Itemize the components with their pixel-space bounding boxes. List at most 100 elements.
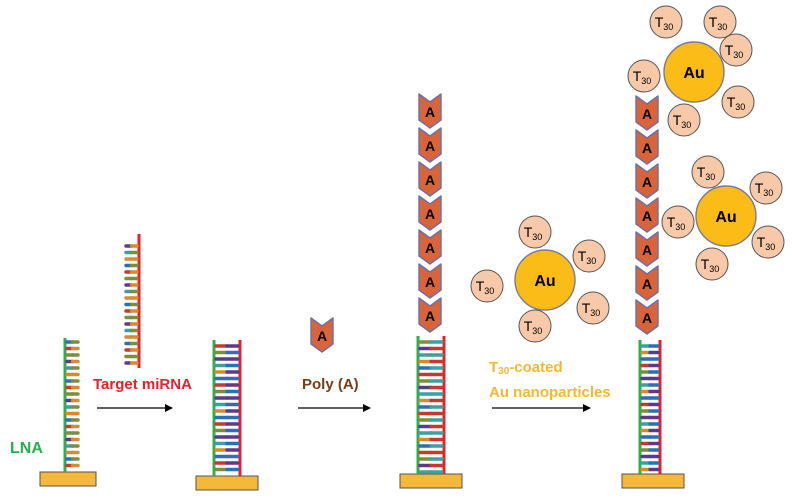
duplex-bases-2 xyxy=(214,344,240,472)
duplex-bases-4 xyxy=(640,344,660,472)
chevron-shape xyxy=(310,317,334,353)
t30-coated-au-nanoparticles-label: T30-coated Au nanoparticles xyxy=(489,357,611,403)
mirna-bases-free xyxy=(124,244,139,365)
poly-a-chevron: A xyxy=(418,161,442,197)
t30-ligand: T30 xyxy=(518,309,552,343)
gold-core xyxy=(663,41,725,103)
ligand-subscript: 30 xyxy=(675,222,685,232)
t30-ligand: T30 xyxy=(691,155,725,189)
poly-a-monomer: A xyxy=(310,317,334,353)
bound-au-nanoparticle-top: Au xyxy=(663,41,725,103)
bound-au-nanoparticle-bottom: Au xyxy=(695,185,757,247)
ligand-subscript: 30 xyxy=(586,256,596,266)
chevron-letter: A xyxy=(425,240,435,256)
ligand-circle xyxy=(649,5,683,39)
t30-ligand: T30 xyxy=(572,239,606,273)
chevron-shape xyxy=(418,127,442,163)
ligand-circle xyxy=(572,239,606,273)
poly-a-chevron: A xyxy=(418,263,442,299)
free-au-nanoparticle: Au xyxy=(514,249,576,311)
ligand-circle xyxy=(661,205,695,239)
ligand-circle xyxy=(695,247,729,281)
poly-a-chevron: A xyxy=(418,127,442,163)
chevron-letter: A xyxy=(642,310,652,326)
chevron-letter: A xyxy=(642,242,652,258)
t30-ligand: T30 xyxy=(518,215,552,249)
duplex-bases-3 xyxy=(418,340,444,474)
poly-a-chevron-bound: A xyxy=(635,265,659,301)
t30-ligand: T30 xyxy=(703,5,737,39)
chevron-letter: A xyxy=(642,174,652,190)
chevron-shape xyxy=(635,95,659,131)
chevron-shape xyxy=(418,229,442,265)
t30-ligand: T30 xyxy=(470,269,504,303)
ligand-circle xyxy=(721,85,755,119)
ligand-circle xyxy=(518,309,552,343)
au-nanoparticles-text: Au nanoparticles xyxy=(489,384,611,401)
ligand-subscript: 30 xyxy=(663,22,673,32)
t30-ligand: T30 xyxy=(721,85,755,119)
chevron-letter: A xyxy=(317,328,327,344)
coated-text: -coated xyxy=(509,359,563,376)
ligand-subscript: 30 xyxy=(709,264,719,274)
t30-ligand: T30 xyxy=(749,171,783,205)
t30-ligand: T30 xyxy=(751,225,785,259)
t30-ligand: T30 xyxy=(695,247,729,281)
chevron-shape xyxy=(418,297,442,333)
ligand-circle xyxy=(518,215,552,249)
poly-a-chevron-bound: A xyxy=(635,163,659,199)
chevron-letter: A xyxy=(642,276,652,292)
lna-label: LNA xyxy=(10,440,43,457)
target-mirna-label: Target miRNA xyxy=(93,376,192,393)
t30-ligand: T30 xyxy=(667,103,701,137)
chevron-letter: A xyxy=(425,104,435,120)
ligand-subscript: 30 xyxy=(733,50,743,60)
ligand-subscript: 30 xyxy=(717,22,727,32)
chevron-letter: A xyxy=(642,208,652,224)
chevron-letter: A xyxy=(425,206,435,222)
chevron-shape xyxy=(635,231,659,267)
ligand-circle xyxy=(719,33,753,67)
surface-1 xyxy=(39,471,97,487)
ligand-circle xyxy=(667,103,701,137)
chevron-shape xyxy=(418,263,442,299)
chevron-shape xyxy=(418,161,442,197)
ligand-circle xyxy=(751,225,785,259)
chevron-shape xyxy=(635,163,659,199)
chevron-shape xyxy=(635,129,659,165)
chevron-shape xyxy=(418,93,442,129)
ligand-subscript: 30 xyxy=(590,308,600,318)
chevron-letter: A xyxy=(642,106,652,122)
surface-4 xyxy=(621,473,685,489)
chevron-shape xyxy=(635,265,659,301)
ligand-subscript: 30 xyxy=(532,232,542,242)
chevron-shape xyxy=(635,197,659,233)
chevron-shape xyxy=(635,299,659,335)
t30-ligand: T30 xyxy=(719,33,753,67)
poly-a-chevron: A xyxy=(418,229,442,265)
poly-a-chevron: A xyxy=(418,297,442,333)
t30-ligand: T30 xyxy=(576,291,610,325)
t30-ligand: T30 xyxy=(661,205,695,239)
chevron-letter: A xyxy=(425,172,435,188)
t30-letter: T xyxy=(489,359,499,376)
poly-a-label: Poly (A) xyxy=(302,376,359,393)
gold-label: Au xyxy=(534,273,555,290)
gold-label: Au xyxy=(683,65,704,82)
chevron-letter: A xyxy=(425,138,435,154)
chevron-letter: A xyxy=(642,140,652,156)
ligand-subscript: 30 xyxy=(765,242,775,252)
ligand-circle xyxy=(749,171,783,205)
t30-subscript: 30 xyxy=(498,366,510,377)
ligand-subscript: 30 xyxy=(735,102,745,112)
ligand-circle xyxy=(470,269,504,303)
poly-a-chevron-bound: A xyxy=(635,231,659,267)
ligand-subscript: 30 xyxy=(763,188,773,198)
ligand-circle xyxy=(691,155,725,189)
poly-a-chevron: A xyxy=(418,93,442,129)
ligand-subscript: 30 xyxy=(532,326,542,336)
chevron-letter: A xyxy=(425,308,435,324)
chevron-shape xyxy=(418,195,442,231)
